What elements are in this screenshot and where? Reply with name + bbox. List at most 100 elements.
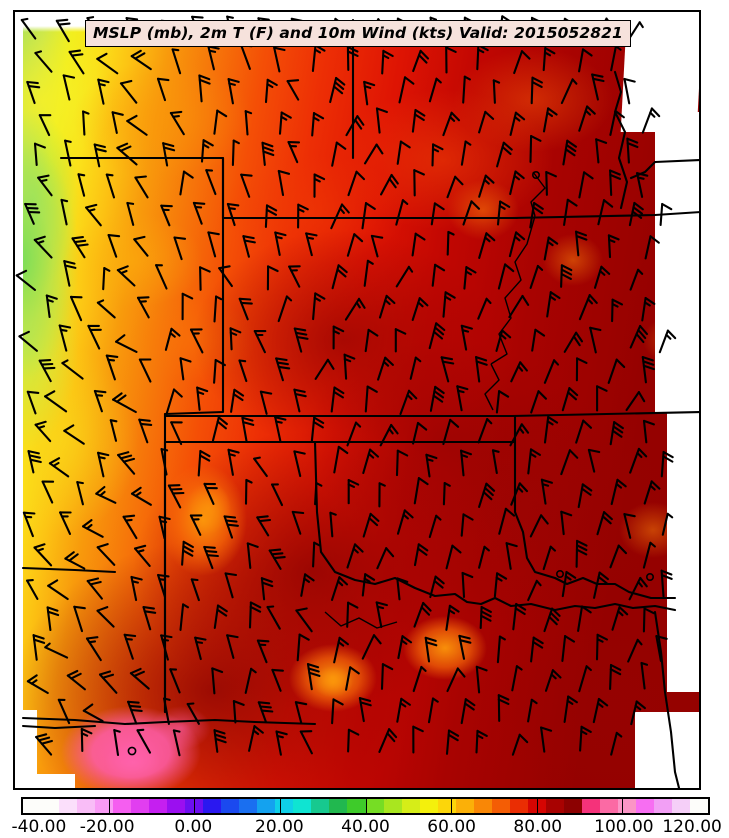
wind-barb-full <box>64 551 75 560</box>
wind-barb-full <box>537 390 548 400</box>
wind-barb-shaft <box>96 609 115 628</box>
wind-barb-full <box>32 634 45 640</box>
wind-barb-shaft <box>190 578 200 602</box>
wind-barb-full <box>243 239 256 244</box>
wind-barb-shaft <box>495 390 501 414</box>
wind-barb-shaft <box>73 605 84 633</box>
wind-barb-full <box>127 700 140 704</box>
wind-barb-shaft <box>446 175 457 199</box>
wind-barb-shaft <box>508 294 524 319</box>
wind-barb-shaft <box>61 362 84 380</box>
wind-barb-full <box>346 46 359 53</box>
wind-barb-full <box>532 636 544 645</box>
wind-barb-full <box>369 448 380 458</box>
wind-barb-full <box>416 547 428 556</box>
wind-barb-full <box>549 611 560 622</box>
wind-barb-full <box>641 356 654 362</box>
wind-barb-full <box>616 478 627 488</box>
wind-barb-full <box>116 142 129 149</box>
wind-barb-shaft <box>642 419 648 444</box>
wind-barb-full <box>396 577 409 583</box>
wind-barb-half <box>477 48 485 54</box>
wind-barb-full <box>173 236 187 240</box>
wind-barb-half <box>640 661 649 666</box>
wind-barb-full <box>162 142 175 148</box>
wind-barb-half <box>131 580 139 584</box>
wind-barb-full <box>485 232 496 242</box>
wind-barb-full <box>480 614 492 622</box>
map-vector-overlay <box>15 15 699 788</box>
wind-barb-shaft <box>134 176 149 199</box>
wind-barb-full <box>280 111 292 119</box>
wind-barb-shaft <box>412 665 423 693</box>
wind-barb-shaft <box>413 477 420 505</box>
wind-barb-shaft <box>610 45 617 72</box>
wind-barb-half <box>513 115 521 122</box>
wind-barb-half <box>549 295 557 301</box>
wind-barb-shaft <box>412 49 422 73</box>
wind-barb-full <box>335 141 347 150</box>
colorbar[interactable]: -40.00 -20.00 0.00 20.00 40.00 60.00 80.00 100.… <box>12 797 722 838</box>
wind-barb-full <box>432 143 444 151</box>
wind-barb-full <box>182 540 194 549</box>
wind-barb-shaft <box>271 668 282 692</box>
wind-barb-full <box>433 202 445 211</box>
colorbar-tick <box>451 799 453 813</box>
wind-barb-half <box>163 697 171 701</box>
wind-barb-shaft <box>232 700 237 724</box>
wind-barb-shaft <box>96 57 119 75</box>
wind-barb-full <box>530 135 542 142</box>
wind-barb-half <box>498 635 506 641</box>
wind-barb-full <box>70 53 84 57</box>
wind-barb-half <box>276 734 284 739</box>
wind-barb-shaft <box>345 666 352 691</box>
wind-barb-shaft <box>446 667 459 693</box>
wind-barb-half <box>495 576 503 582</box>
wind-barb-half <box>543 51 552 57</box>
wind-barb-shaft <box>431 263 437 287</box>
wind-barb-shaft <box>442 482 446 506</box>
wind-barb-half <box>314 48 322 54</box>
wind-barb-half <box>238 359 247 363</box>
wind-barb-full <box>241 416 254 422</box>
wind-barb-shaft <box>629 268 640 291</box>
wind-barb-half <box>195 640 204 644</box>
wind-barb-full <box>564 635 576 643</box>
wind-barb-half <box>518 427 525 434</box>
wind-barb-full <box>357 297 366 309</box>
wind-barb-full <box>218 265 231 270</box>
colorbar-tick-label: 40.00 <box>341 817 390 837</box>
wind-barb-half <box>275 235 283 240</box>
wind-barb-shaft <box>578 665 588 693</box>
wind-barb-half <box>541 483 550 487</box>
wind-barb-shaft <box>136 729 152 754</box>
wind-barb-full <box>105 354 119 358</box>
wind-barb-full <box>407 389 418 400</box>
wind-barb-shaft <box>226 634 235 659</box>
wind-barb-half <box>87 208 96 212</box>
map-panel[interactable] <box>13 10 701 790</box>
wind-barb-full <box>216 604 228 613</box>
wind-barb-full <box>96 52 108 60</box>
wind-barb-half <box>553 359 560 366</box>
wind-barb-full <box>227 78 240 83</box>
wind-barb-full <box>306 663 320 669</box>
wind-barb-shaft <box>213 109 219 135</box>
colorbar-swatch <box>635 799 655 813</box>
wind-barb-full <box>294 331 308 336</box>
wind-barb-half <box>303 577 311 583</box>
wind-barb-half <box>599 269 606 276</box>
wind-barb-full <box>464 698 476 707</box>
colorbar-gradient[interactable] <box>21 797 710 815</box>
secondary-boundaries <box>324 171 546 629</box>
wind-barb-shaft <box>491 449 498 475</box>
wind-barb-shaft <box>156 77 167 102</box>
wind-barb-shaft <box>171 48 182 75</box>
wind-barb-full <box>179 357 192 363</box>
colorbar-swatch <box>599 799 619 813</box>
wind-barb-shaft <box>271 483 284 507</box>
wind-barb-full <box>261 141 274 148</box>
wind-barb-half <box>464 270 473 276</box>
wind-barb-full <box>358 697 372 702</box>
wind-barb-full <box>417 543 429 552</box>
